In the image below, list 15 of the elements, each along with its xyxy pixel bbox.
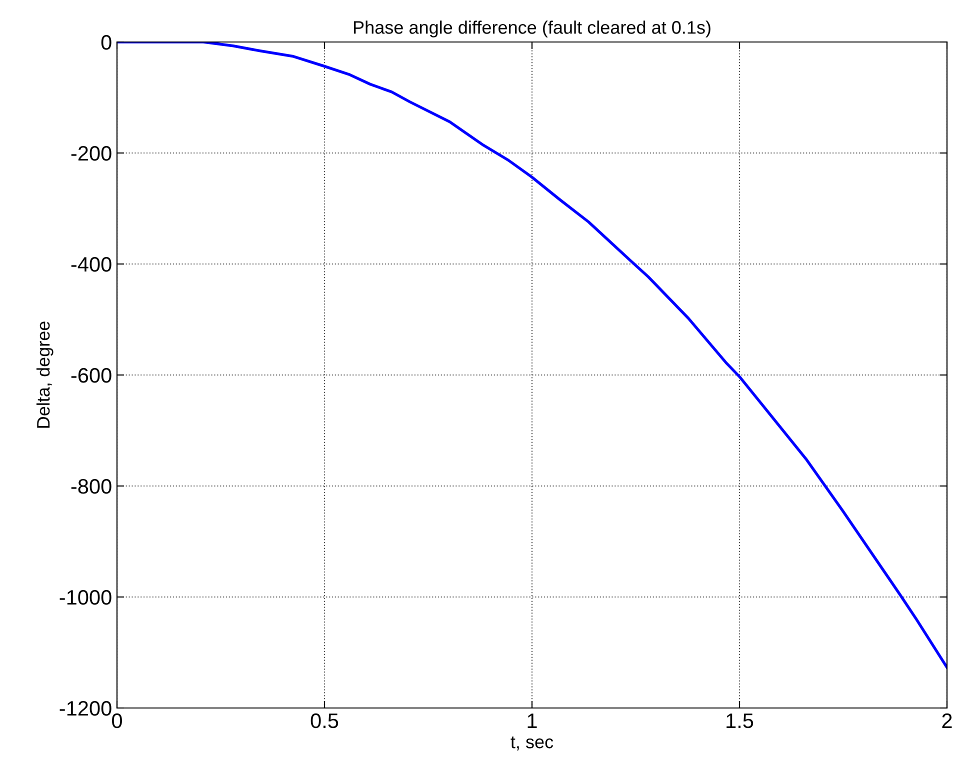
x-tick-label: 0 [112, 713, 122, 728]
y-tick-label: -400 [71, 257, 112, 272]
y-tick-label: -1000 [60, 590, 112, 605]
x-tick-label: 2 [942, 713, 952, 728]
y-tick-label: -1200 [60, 701, 112, 716]
y-tick-label: -800 [71, 479, 112, 494]
y-axis-title: Delta, degree [36, 322, 54, 428]
y-tick-label: -600 [71, 368, 112, 383]
y-tick-label: 0 [101, 35, 112, 50]
x-axis-title: t, sec [510, 736, 554, 750]
x-tick-label: 1.5 [726, 714, 754, 728]
y-tick-label: -200 [71, 146, 112, 161]
chart-title: Phase angle difference (fault cleared at 0.1s) [354, 20, 710, 38]
x-tick-label: 1 [528, 714, 537, 728]
x-tick-label: 0.5 [310, 713, 338, 728]
